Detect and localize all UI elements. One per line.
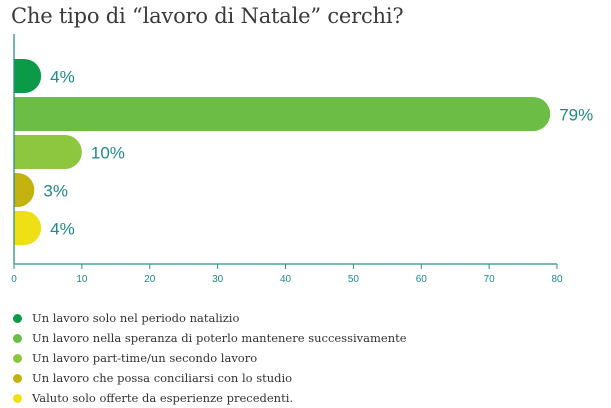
legend-label: Un lavoro solo nel periodo natalizio <box>32 311 240 325</box>
legend-item: Un lavoro solo nel periodo natalizio <box>13 308 407 328</box>
legend-item: Un lavoro part-time/un secondo lavoro <box>13 348 407 368</box>
chart-title: Che tipo di “lavoro di Natale” cerchi? <box>11 4 404 28</box>
x-tick-label-40: 40 <box>280 274 292 285</box>
x-tick-label-80: 80 <box>551 274 563 285</box>
x-tick-label-20: 20 <box>144 274 156 285</box>
x-tick-label-70: 70 <box>484 274 496 285</box>
legend-swatch <box>13 373 22 383</box>
legend-label: Valuto solo offerte da esperienze preced… <box>32 391 294 405</box>
legend-item: Valuto solo offerte da esperienze preced… <box>13 388 407 408</box>
bar-value-label-2: 79% <box>559 106 593 125</box>
legend-label: Un lavoro nella speranza di poterlo mant… <box>32 331 407 345</box>
bar-chart: 4% 79% 10% 3% 4% 0 10 20 30 40 50 60 70 80 <box>0 34 593 285</box>
axis-mask <box>0 40 14 264</box>
legend-label: Un lavoro che possa conciliarsi con lo s… <box>32 371 293 385</box>
legend-swatch <box>13 333 22 343</box>
legend-label: Un lavoro part-time/un secondo lavoro <box>32 351 258 365</box>
legend-swatch <box>13 393 22 403</box>
bar-3 <box>0 135 82 169</box>
x-tick-label-60: 60 <box>416 274 428 285</box>
legend-item: Un lavoro che possa conciliarsi con lo s… <box>13 368 407 388</box>
bar-value-label-5: 4% <box>50 220 75 239</box>
bar-value-label-1: 4% <box>50 68 75 87</box>
legend-swatch <box>13 313 22 323</box>
x-tick-label-10: 10 <box>76 274 88 285</box>
chart-legend: Un lavoro solo nel periodo natalizio Un l… <box>13 308 407 408</box>
x-tick-label-50: 50 <box>348 274 360 285</box>
bar-value-label-4: 3% <box>43 182 68 201</box>
x-tick-label-0: 0 <box>11 274 17 285</box>
legend-swatch <box>13 353 22 363</box>
bar-2 <box>0 97 551 131</box>
bar-value-label-3: 10% <box>91 144 125 163</box>
legend-item: Un lavoro nella speranza di poterlo mant… <box>13 328 407 348</box>
x-tick-label-30: 30 <box>212 274 224 285</box>
